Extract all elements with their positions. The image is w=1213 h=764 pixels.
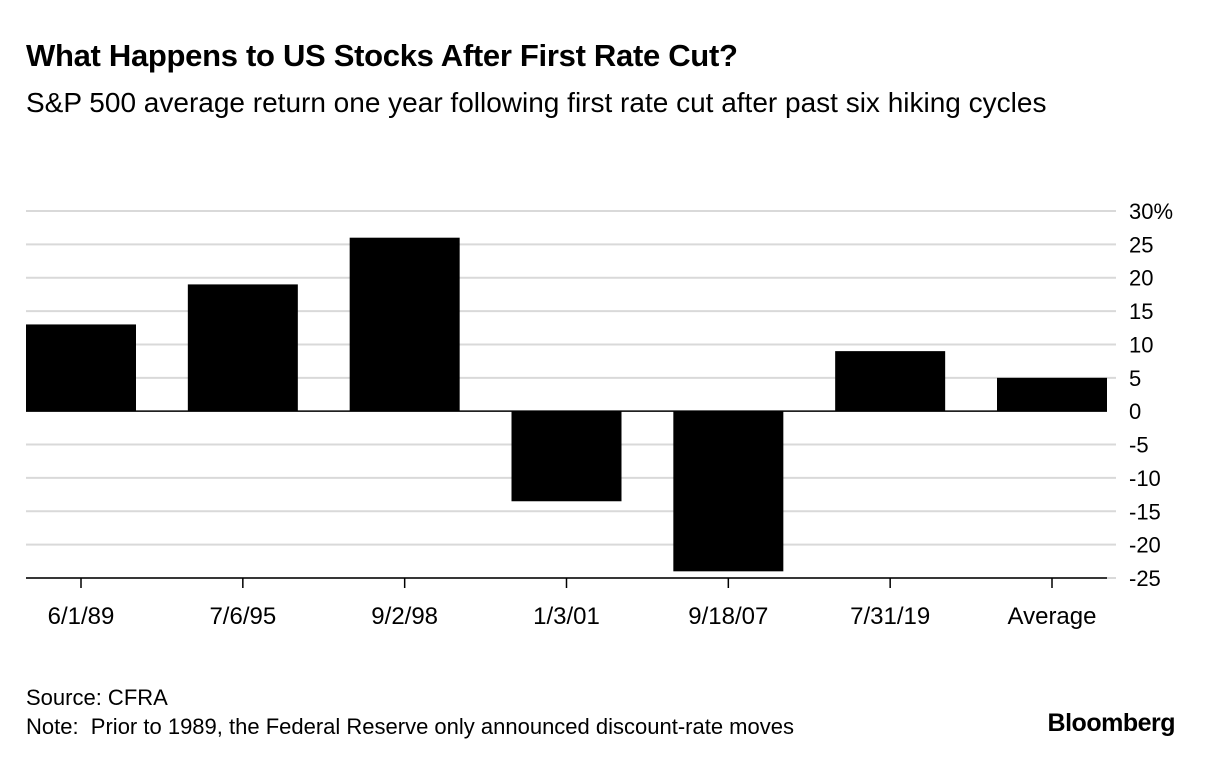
chart-title: What Happens to US Stocks After First Ra… — [26, 38, 738, 73]
x-tick-label: 7/6/95 — [209, 603, 276, 630]
bar — [26, 324, 136, 412]
bar — [997, 377, 1107, 412]
y-tick-label: 20 — [1129, 266, 1153, 291]
x-tick-label: 9/2/98 — [371, 603, 438, 630]
y-tick-label: 25 — [1129, 232, 1153, 257]
bar — [511, 411, 622, 502]
bloomberg-logo: Bloomberg — [1047, 709, 1176, 737]
y-tick-label: -25 — [1129, 566, 1161, 591]
x-tick-label: Average — [1008, 603, 1097, 630]
x-axis-labels: 6/1/89 7/6/95 9/2/98 1/3/01 9/18/07 7/31/19 Av… — [48, 603, 1097, 630]
x-tick-label: 1/3/01 — [533, 603, 600, 630]
x-tick-label: 6/1/89 — [48, 603, 115, 630]
y-tick-label: 0 — [1129, 399, 1141, 424]
y-tick-label: 15 — [1129, 299, 1153, 324]
x-tick-label: 9/18/07 — [688, 603, 768, 630]
chart-subtitle: S&P 500 average return one year followin… — [26, 87, 1047, 118]
bar — [835, 351, 946, 412]
x-axis — [26, 410, 1107, 588]
y-tick-label: -5 — [1129, 433, 1149, 458]
bar — [673, 411, 784, 572]
y-tick-label: 30% — [1129, 199, 1173, 224]
bar — [349, 237, 460, 412]
bar — [187, 284, 298, 412]
y-tick-label: -10 — [1129, 466, 1161, 491]
bars — [26, 237, 1107, 572]
x-tick-label: 7/31/19 — [850, 603, 930, 630]
y-tick-label: 10 — [1129, 332, 1153, 357]
y-tick-label: 5 — [1129, 366, 1141, 391]
source-note: Source: CFRA — [26, 685, 168, 710]
y-axis-ticks: 30% 25 20 15 10 5 0 -5 -10 -15 -20 -25 — [1129, 199, 1173, 591]
footnote: Note: Prior to 1989, the Federal Reserve… — [26, 714, 794, 739]
y-tick-label: -20 — [1129, 533, 1161, 558]
y-tick-label: -15 — [1129, 499, 1161, 524]
